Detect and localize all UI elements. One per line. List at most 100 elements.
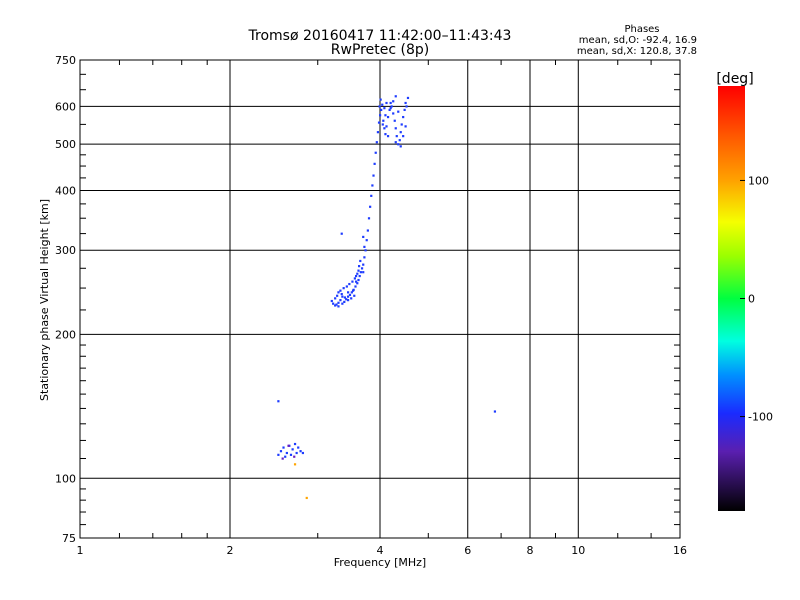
data-point bbox=[394, 127, 397, 130]
y-tick-label: 500 bbox=[55, 138, 76, 151]
data-point bbox=[357, 278, 360, 282]
data-point bbox=[358, 274, 361, 278]
data-point bbox=[383, 127, 386, 130]
data-point bbox=[345, 298, 348, 301]
data-point bbox=[293, 455, 296, 458]
data-point bbox=[337, 301, 340, 304]
stats-heading: Phases bbox=[624, 24, 659, 35]
data-point bbox=[386, 135, 390, 138]
data-point bbox=[334, 297, 337, 300]
data-point bbox=[359, 259, 362, 263]
data-point bbox=[353, 277, 356, 280]
colorbar-tick-label: 100 bbox=[748, 174, 769, 187]
data-point bbox=[389, 101, 392, 105]
x-tick-label: 6 bbox=[464, 544, 471, 557]
data-point bbox=[378, 105, 381, 108]
data-point bbox=[366, 229, 369, 232]
data-point bbox=[277, 453, 280, 456]
data-point bbox=[362, 271, 365, 274]
data-point bbox=[337, 305, 340, 308]
data-point bbox=[392, 100, 395, 103]
data-point bbox=[350, 291, 353, 294]
data-point bbox=[282, 446, 285, 449]
data-point bbox=[363, 256, 366, 259]
data-point bbox=[376, 131, 380, 134]
data-point bbox=[293, 463, 297, 466]
data-point bbox=[356, 272, 359, 275]
data-point bbox=[405, 105, 408, 108]
data-point bbox=[337, 291, 340, 294]
colorbar-ticks: 100 0 -100 bbox=[740, 174, 773, 424]
data-point bbox=[277, 400, 280, 403]
colorbar: [deg] 100 0 -100 bbox=[716, 71, 773, 511]
data-points bbox=[277, 95, 497, 500]
data-point bbox=[389, 107, 392, 110]
x-axis-ticks: 1 2 4 6 8 10 16 bbox=[77, 60, 687, 557]
data-point bbox=[335, 303, 338, 306]
data-point bbox=[386, 115, 390, 119]
data-point bbox=[372, 174, 375, 177]
data-point bbox=[362, 263, 365, 266]
data-point bbox=[375, 141, 378, 144]
data-point bbox=[281, 457, 284, 460]
data-point bbox=[279, 450, 283, 453]
data-point bbox=[367, 217, 371, 220]
data-point bbox=[297, 446, 300, 449]
x-tick-label: 4 bbox=[377, 544, 384, 557]
data-point bbox=[398, 139, 401, 142]
colorbar-tick-label: 0 bbox=[748, 293, 755, 306]
chart-subtitle: RwPretec (8p) bbox=[331, 42, 429, 58]
data-point bbox=[346, 299, 350, 302]
data-point bbox=[402, 115, 405, 119]
data-point bbox=[340, 232, 343, 235]
data-point bbox=[339, 299, 342, 302]
data-point bbox=[385, 101, 388, 105]
data-point bbox=[377, 121, 381, 124]
y-tick-label: 400 bbox=[55, 184, 76, 197]
data-point bbox=[343, 296, 347, 299]
data-point bbox=[341, 295, 344, 298]
data-point bbox=[299, 450, 302, 453]
data-point bbox=[388, 108, 391, 112]
data-point bbox=[374, 151, 377, 154]
data-point bbox=[373, 162, 376, 165]
data-point bbox=[406, 96, 410, 100]
data-point bbox=[365, 239, 368, 242]
data-point bbox=[334, 304, 337, 307]
data-point bbox=[360, 267, 364, 270]
stats-x-line: mean, sd,X: 120.8, 37.8 bbox=[577, 46, 697, 57]
stats-o-line: mean, sd,O: -92.4, 16.9 bbox=[579, 35, 697, 46]
data-point bbox=[384, 114, 387, 117]
data-point bbox=[399, 131, 402, 134]
x-tick-label: 2 bbox=[227, 544, 234, 557]
data-point bbox=[363, 245, 366, 248]
y-tick-label: 600 bbox=[55, 100, 76, 113]
data-point bbox=[404, 125, 407, 128]
data-point bbox=[295, 451, 298, 455]
data-point bbox=[354, 285, 357, 288]
data-point bbox=[383, 107, 386, 110]
y-tick-label: 100 bbox=[55, 472, 76, 485]
colorbar-label: [deg] bbox=[716, 71, 753, 87]
data-point bbox=[393, 119, 396, 122]
x-axis-label: Frequency [MHz] bbox=[334, 556, 426, 569]
data-point bbox=[346, 295, 350, 298]
data-point bbox=[341, 302, 344, 305]
y-tick-label: 300 bbox=[55, 244, 76, 257]
data-point bbox=[332, 302, 335, 305]
data-point bbox=[356, 282, 359, 285]
data-point bbox=[330, 299, 333, 303]
data-point bbox=[381, 103, 384, 106]
data-point bbox=[362, 235, 365, 239]
data-point bbox=[384, 133, 387, 136]
data-point bbox=[346, 291, 350, 294]
colorbar-tick-label: -100 bbox=[748, 411, 773, 424]
data-point bbox=[293, 442, 297, 446]
data-point bbox=[380, 108, 383, 112]
data-point bbox=[493, 410, 497, 413]
data-point bbox=[399, 145, 402, 148]
data-point bbox=[402, 135, 405, 138]
data-point bbox=[381, 123, 384, 126]
data-point bbox=[291, 448, 294, 451]
data-point bbox=[343, 300, 346, 303]
